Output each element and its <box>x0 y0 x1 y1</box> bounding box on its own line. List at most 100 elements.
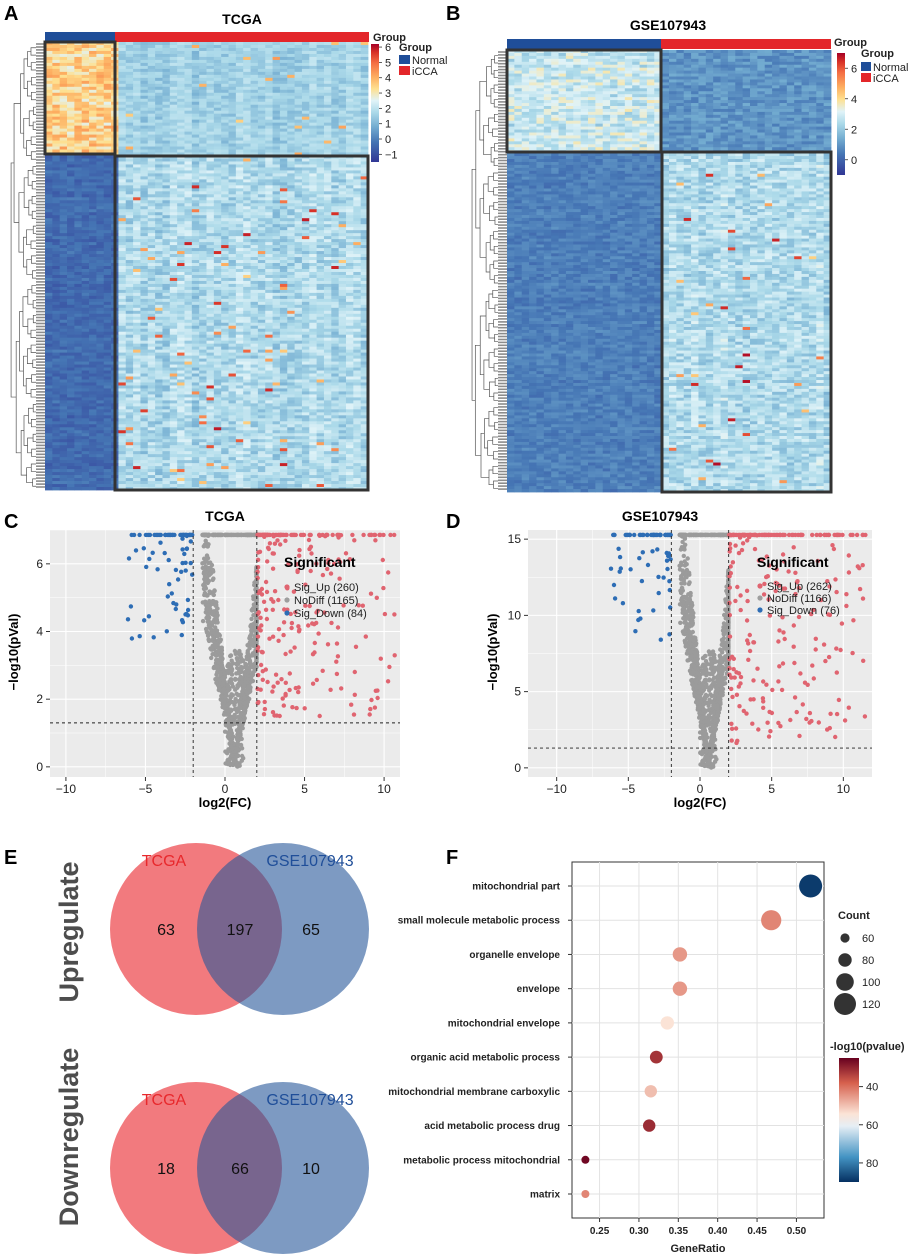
heatmap-cell <box>96 75 104 78</box>
heatmap-cell <box>67 155 75 158</box>
heatmap-cell <box>192 42 200 45</box>
heatmap-cell <box>74 108 82 111</box>
heatmap-cell <box>162 176 170 179</box>
heatmap-cell <box>60 60 68 63</box>
heatmap-cell <box>82 93 90 96</box>
heatmap-cell <box>170 126 178 129</box>
heatmap-cell <box>89 96 97 99</box>
heatmap-cell <box>177 117 185 120</box>
heatmap-cell <box>324 48 332 51</box>
heatmap-cell <box>214 105 222 108</box>
heatmap-cell <box>214 111 222 114</box>
heatmap-cell <box>295 173 303 176</box>
heatmap-cell <box>67 69 75 72</box>
heatmap-cell <box>280 188 288 191</box>
heatmap-cell <box>265 129 273 132</box>
heatmap-cell <box>273 90 281 93</box>
heatmap-cell <box>177 108 185 111</box>
heatmap-cell <box>126 117 134 120</box>
heatmap-cell <box>207 117 215 120</box>
heatmap-cell <box>155 170 163 173</box>
heatmap-cell <box>118 191 126 194</box>
heatmap-cell <box>199 105 207 108</box>
heatmap-cell <box>140 96 148 99</box>
heatmap-cell <box>133 75 141 78</box>
heatmap-cell <box>287 185 295 188</box>
heatmap-cell <box>331 138 339 141</box>
heatmap-cell <box>229 117 237 120</box>
heatmap-cell <box>96 147 104 150</box>
heatmap-cell <box>280 123 288 126</box>
heatmap-cell <box>162 105 170 108</box>
heatmap-cell <box>339 144 347 147</box>
heatmap-cell <box>287 60 295 63</box>
heatmap-cell <box>346 129 354 132</box>
heatmap-cell <box>60 167 68 170</box>
heatmap-cell <box>140 78 148 81</box>
heatmap-cell <box>199 170 207 173</box>
heatmap-cell <box>140 141 148 144</box>
heatmap-cell <box>96 182 104 185</box>
heatmap-cell <box>339 108 347 111</box>
heatmap-cell <box>52 75 60 78</box>
heatmap-cell <box>192 194 200 197</box>
heatmap-cell <box>148 123 156 126</box>
heatmap-cell <box>74 161 82 164</box>
heatmap-cell <box>258 66 266 69</box>
heatmap-cell <box>184 54 192 57</box>
heatmap-cell <box>140 57 148 60</box>
heatmap-cell <box>317 126 325 129</box>
panel-letter-e: E <box>4 847 17 869</box>
heatmap-cell <box>67 167 75 170</box>
heatmap-cell <box>162 111 170 114</box>
heatmap-cell <box>265 42 273 45</box>
heatmap-cell <box>346 132 354 135</box>
heatmap-cell <box>251 42 259 45</box>
heatmap-cell <box>317 42 325 45</box>
heatmap-cell <box>273 45 281 48</box>
heatmap-cell <box>295 93 303 96</box>
heatmap-cell <box>309 144 317 147</box>
heatmap-cell <box>82 51 90 54</box>
heatmap-cell <box>118 176 126 179</box>
heatmap-cell <box>67 75 75 78</box>
heatmap-cell <box>60 197 68 200</box>
heatmap-cell <box>118 129 126 132</box>
heatmap-cell <box>214 138 222 141</box>
heatmap-cell <box>162 54 170 57</box>
heatmap-cell <box>52 158 60 161</box>
heatmap-cell <box>361 135 369 138</box>
heatmap-cell <box>295 141 303 144</box>
heatmap-cell <box>118 179 126 182</box>
heatmap-cell <box>353 123 361 126</box>
heatmap-cell <box>265 158 273 161</box>
heatmap-cell <box>361 102 369 105</box>
heatmap-cell <box>89 179 97 182</box>
heatmap-cell <box>89 87 97 90</box>
heatmap-cell <box>273 54 281 57</box>
heatmap-cell <box>317 167 325 170</box>
heatmap-cell <box>126 129 134 132</box>
heatmap-cell <box>192 144 200 147</box>
heatmap-cell <box>199 123 207 126</box>
heatmap-cell <box>67 114 75 117</box>
heatmap-cell <box>170 99 178 102</box>
heatmap-cell <box>236 147 244 150</box>
heatmap-cell <box>361 93 369 96</box>
heatmap-cell <box>155 93 163 96</box>
heatmap-cell <box>207 194 215 197</box>
heatmap-cell <box>177 144 185 147</box>
heatmap-cell <box>67 191 75 194</box>
heatmap-cell <box>243 102 251 105</box>
heatmap-cell <box>273 117 281 120</box>
heatmap-cell <box>331 167 339 170</box>
heatmap-cell <box>331 48 339 51</box>
heatmap-cell <box>52 155 60 158</box>
heatmap-cell <box>295 96 303 99</box>
heatmap-cell <box>280 93 288 96</box>
heatmap-cell <box>89 164 97 167</box>
heatmap-cell <box>170 60 178 63</box>
heatmap-cell <box>126 194 134 197</box>
heatmap-cell <box>162 170 170 173</box>
heatmap-cell <box>273 158 281 161</box>
